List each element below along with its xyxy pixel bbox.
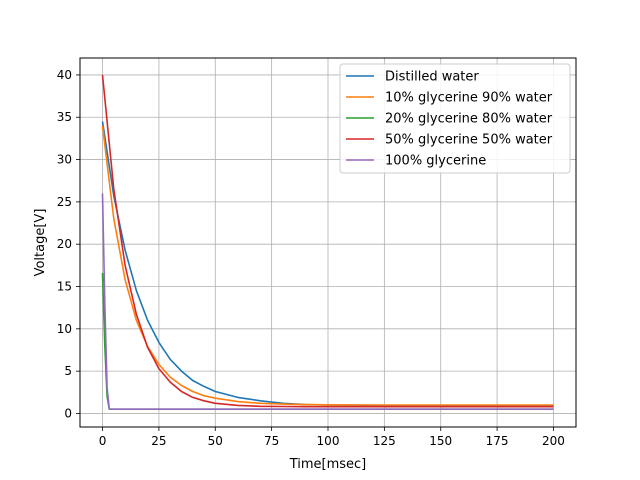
y-tick-label: 35	[57, 110, 72, 124]
x-tick-label: 150	[429, 434, 452, 448]
series-lines	[101, 74, 554, 411]
y-axis-label: Voltage[V]	[33, 209, 48, 277]
legend-label: Distilled water	[385, 70, 479, 85]
x-axis-label: Time[msec]	[289, 457, 367, 472]
y-tick-label: 40	[57, 68, 72, 82]
x-tick-label: 100	[317, 434, 340, 448]
y-tick-label: 30	[57, 153, 72, 167]
x-tick-label: 75	[264, 434, 279, 448]
legend-label: 100% glycerine	[385, 154, 486, 169]
y-tick-label: 20	[57, 237, 72, 251]
legend: Distilled water 10% glycerine 90% water 20…	[339, 63, 571, 174]
y-axis-ticks: 0 5 10 15 20 25 30 35 40	[57, 68, 80, 420]
series-line-2	[101, 125, 554, 406]
series-line-5	[101, 193, 554, 411]
y-tick-label: 0	[64, 406, 72, 420]
x-tick-label: 50	[208, 434, 223, 448]
x-tick-label: 125	[373, 434, 396, 448]
x-tick-label: 200	[542, 434, 565, 448]
legend-label: 50% glycerine 50% water	[385, 133, 553, 148]
legend-label: 20% glycerine 80% water	[385, 112, 553, 127]
y-tick-label: 15	[57, 280, 72, 294]
x-axis-ticks: 0 25 50 75 100 125 150 175 200	[99, 427, 565, 448]
series-line-4	[101, 74, 554, 408]
x-tick-label: 25	[151, 434, 166, 448]
y-tick-label: 5	[64, 364, 72, 378]
legend-label: 10% glycerine 90% water	[385, 91, 553, 106]
y-tick-label: 25	[57, 195, 72, 209]
x-tick-label: 0	[99, 434, 107, 448]
y-tick-label: 10	[57, 322, 72, 336]
legend-box	[339, 63, 571, 174]
x-tick-label: 175	[486, 434, 509, 448]
